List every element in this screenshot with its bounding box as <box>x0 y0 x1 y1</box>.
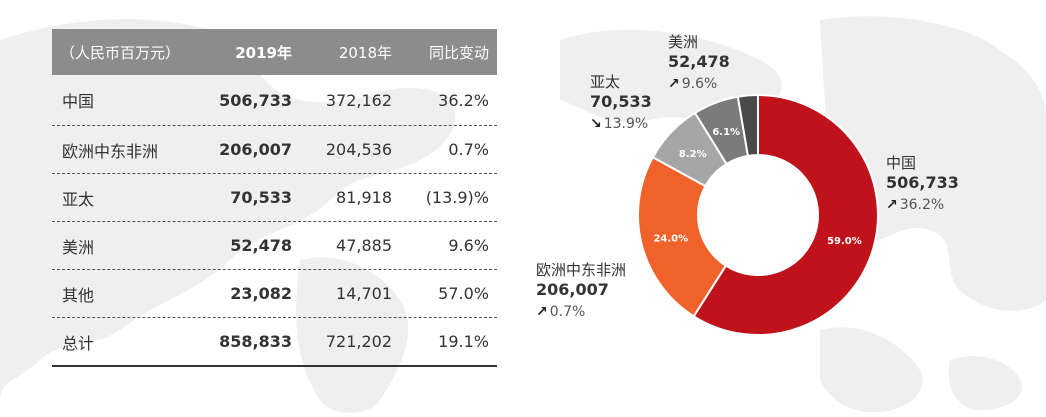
donut-slice-label-0: 59.0% <box>827 236 862 247</box>
arrow-up-icon: ↗ <box>668 76 680 92</box>
callout-emea-value: 206,007 <box>536 280 609 299</box>
cell-2019: 206,007 <box>219 140 292 159</box>
table-row: 其他 23,082 14,701 57.0% <box>52 270 497 318</box>
table-row: 欧洲中东非洲 206,007 204,536 0.7% <box>52 126 497 174</box>
callout-americas: 美洲 52,478 ↗ 9.6% <box>668 33 730 94</box>
arrow-up-icon: ↗ <box>536 304 548 320</box>
callout-apac-value: 70,533 <box>590 92 652 111</box>
cell-change: 19.1% <box>438 332 489 351</box>
donut-slice-0 <box>692 93 879 336</box>
callout-emea-name: 欧洲中东非洲 <box>536 261 627 279</box>
cell-change: (13.9)% <box>425 188 489 207</box>
callout-americas-value: 52,478 <box>668 52 730 71</box>
donut-slice-label-1: 24.0% <box>653 233 688 244</box>
cell-2019: 70,533 <box>230 188 292 207</box>
callout-china-value: 506,733 <box>886 173 959 192</box>
cell-2018: 372,162 <box>325 90 392 110</box>
cell-2019: 506,733 <box>219 90 292 110</box>
callout-americas-name: 美洲 <box>668 33 699 51</box>
donut-slice-4 <box>736 93 759 158</box>
cell-2018: 721,202 <box>325 332 392 351</box>
cell-2018: 14,701 <box>336 284 392 303</box>
cell-2019: 858,833 <box>219 332 292 351</box>
cell-2018: 204,536 <box>325 140 392 159</box>
callout-china: 中国 506,733 ↗ 36.2% <box>886 154 959 215</box>
header-2018: 2018年 <box>338 43 392 62</box>
callout-china-change: ↗ 36.2% <box>886 197 945 213</box>
callout-apac-name: 亚太 <box>590 73 621 91</box>
table-row: 亚太 70,533 81,918 (13.9)% <box>52 174 497 222</box>
callout-americas-change: ↗ 9.6% <box>668 76 718 92</box>
callout-emea-change: ↗ 0.7% <box>536 304 586 320</box>
row-label: 总计 <box>62 333 95 353</box>
table-row-total: 总计 858,833 721,202 19.1% <box>52 318 497 367</box>
cell-2019: 52,478 <box>230 236 292 255</box>
row-label: 中国 <box>62 92 95 111</box>
cell-change: 57.0% <box>438 284 489 303</box>
table-header: （人民币百万元） 2019年 2018年 同比变动 <box>52 29 497 75</box>
row-label: 其他 <box>62 285 95 305</box>
table-row: 中国 506,733 372,162 36.2% <box>52 75 497 126</box>
cell-2019: 23,082 <box>230 284 292 303</box>
header-2019: 2019年 <box>235 43 292 62</box>
callout-china-name: 中国 <box>886 154 917 172</box>
callout-apac-change: ↘ 13.9% <box>590 116 649 132</box>
donut-slice-1 <box>637 155 728 318</box>
row-label: 欧洲中东非洲 <box>62 141 159 161</box>
row-label: 亚太 <box>62 189 95 209</box>
cell-change: 9.6% <box>448 236 489 255</box>
revenue-table: （人民币百万元） 2019年 2018年 同比变动 中国 506,733 372… <box>52 29 497 367</box>
header-change: 同比变动 <box>428 43 489 62</box>
row-label: 美洲 <box>62 237 95 257</box>
cell-2018: 81,918 <box>336 188 392 207</box>
header-unit: （人民币百万元） <box>60 43 181 62</box>
cell-change: 36.2% <box>438 90 489 110</box>
donut-slice-label-2: 8.2% <box>679 149 707 160</box>
cell-2018: 47,885 <box>336 236 392 255</box>
callout-emea: 欧洲中东非洲 206,007 ↗ 0.7% <box>536 261 626 322</box>
donut-slice-label-3: 6.1% <box>712 127 740 138</box>
table-row: 美洲 52,478 47,885 9.6% <box>52 222 497 270</box>
arrow-up-icon: ↗ <box>886 197 898 213</box>
callout-apac: 亚太 70,533 ↘ 13.9% <box>590 73 652 134</box>
arrow-down-icon: ↘ <box>590 116 602 132</box>
cell-change: 0.7% <box>448 140 489 159</box>
